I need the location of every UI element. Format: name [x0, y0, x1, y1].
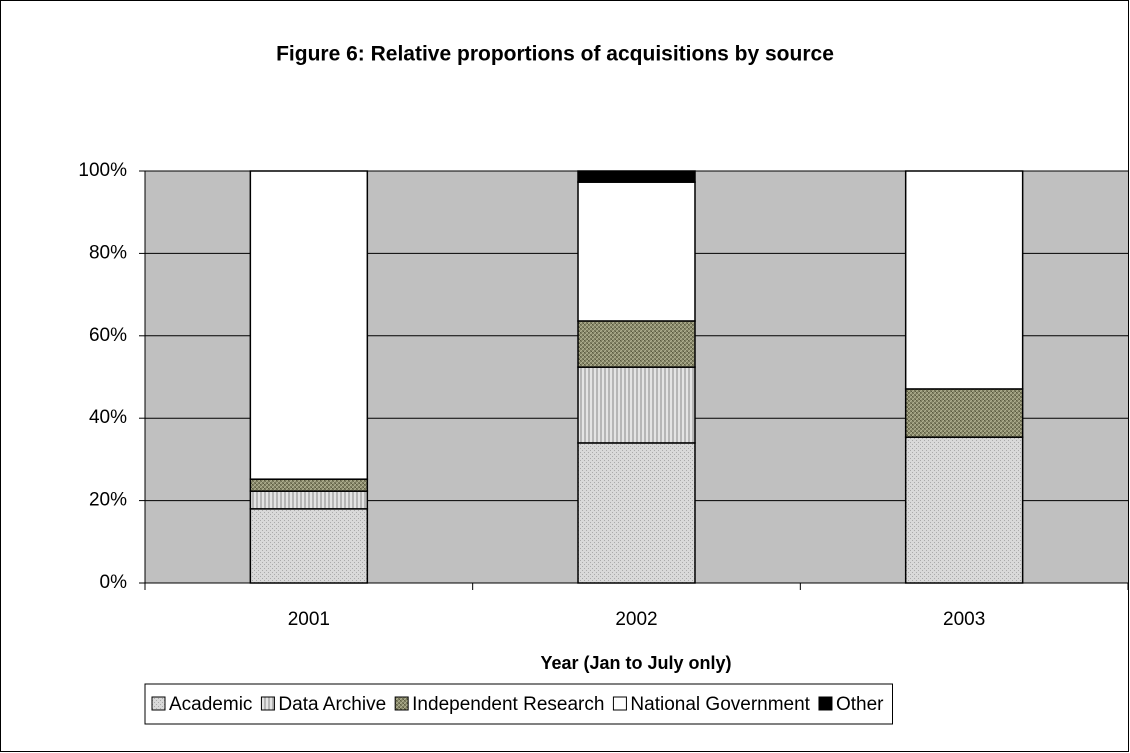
legend-label: Independent Research — [412, 694, 604, 715]
legend-swatch — [260, 696, 275, 711]
chart-title: Figure 6: Relative proportions of acquis… — [276, 43, 834, 66]
x-tick-label: 2001 — [288, 609, 330, 630]
legend-label: Other — [836, 694, 884, 715]
legend-swatch — [818, 696, 833, 711]
bar-segment — [249, 508, 369, 584]
y-tick-label: 20% — [89, 490, 127, 511]
bar-segment — [577, 320, 696, 368]
x-tick-label: 2002 — [615, 609, 657, 630]
y-tick-label: 0% — [100, 572, 128, 593]
legend-label: National Government — [630, 694, 810, 715]
bar-segment — [577, 366, 696, 444]
y-tick-label: 40% — [89, 407, 127, 428]
y-tick-label: 100% — [78, 160, 127, 181]
bar-segment — [249, 170, 369, 480]
legend-swatch — [394, 696, 409, 711]
legend-swatch — [612, 696, 627, 711]
bar-segment — [249, 490, 369, 510]
bar-segment — [577, 170, 696, 183]
bar-segment — [577, 442, 696, 584]
legend-label: Academic — [169, 694, 252, 715]
y-tick-label: 60% — [89, 325, 127, 346]
bar-segment — [904, 388, 1024, 438]
x-tick-label: 2003 — [943, 609, 985, 630]
legend-label: Data Archive — [278, 694, 386, 715]
x-axis-title: Year (Jan to July only) — [540, 653, 731, 673]
bar-segment — [249, 478, 369, 492]
legend-swatch — [151, 696, 166, 711]
bar-segment — [904, 436, 1024, 584]
y-tick-label: 80% — [89, 242, 127, 263]
bar-segment — [904, 170, 1024, 390]
bar-segment — [577, 181, 696, 322]
